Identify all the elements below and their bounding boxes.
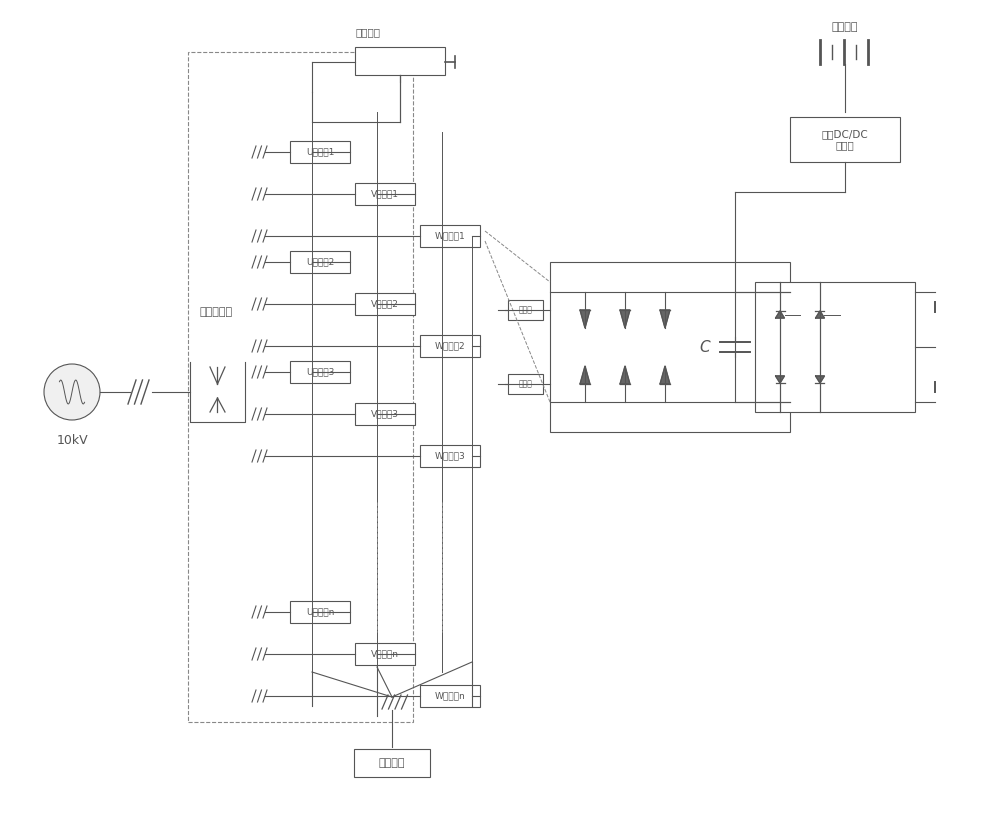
- Text: 双向DC/DC
变换器: 双向DC/DC 变换器: [822, 129, 868, 150]
- Text: U相单元2: U相单元2: [306, 257, 334, 266]
- Polygon shape: [776, 311, 784, 318]
- Text: C: C: [699, 339, 710, 354]
- Bar: [355, 183, 415, 205]
- Bar: [354, 749, 430, 777]
- Bar: [420, 685, 480, 707]
- Bar: [188, 52, 413, 722]
- Polygon shape: [776, 376, 784, 383]
- Circle shape: [44, 364, 100, 420]
- Bar: [420, 335, 480, 357]
- Polygon shape: [660, 366, 670, 384]
- Polygon shape: [620, 366, 630, 384]
- Text: 熔断器: 熔断器: [519, 306, 532, 315]
- Text: W相单元1: W相单元1: [435, 232, 465, 241]
- Text: 用户负载: 用户负载: [379, 758, 405, 768]
- Text: U相单元3: U相单元3: [306, 367, 334, 376]
- Bar: [290, 601, 350, 623]
- Bar: [508, 300, 543, 320]
- Bar: [420, 445, 480, 467]
- Bar: [755, 282, 915, 412]
- Bar: [790, 117, 900, 162]
- Bar: [355, 643, 415, 665]
- Polygon shape: [580, 366, 590, 384]
- Bar: [508, 374, 543, 394]
- Polygon shape: [620, 310, 630, 328]
- Text: V相单元n: V相单元n: [371, 649, 399, 658]
- Polygon shape: [580, 310, 590, 328]
- Text: 移相变压器: 移相变压器: [200, 307, 233, 317]
- Bar: [355, 293, 415, 315]
- Text: W相单元3: W相单元3: [435, 451, 465, 460]
- Polygon shape: [660, 310, 670, 328]
- Text: W相单元n: W相单元n: [435, 691, 465, 700]
- Bar: [290, 361, 350, 383]
- Text: V相单元2: V相单元2: [371, 299, 399, 308]
- Text: U相单元n: U相单元n: [306, 607, 334, 616]
- Bar: [420, 225, 480, 247]
- Bar: [355, 47, 445, 75]
- Bar: [355, 403, 415, 425]
- Text: 10kV: 10kV: [56, 434, 88, 447]
- Text: 熔断器: 熔断器: [519, 380, 532, 389]
- Polygon shape: [815, 376, 824, 383]
- Text: U相单元1: U相单元1: [306, 147, 334, 156]
- Text: V相单元3: V相单元3: [371, 409, 399, 418]
- Bar: [290, 251, 350, 273]
- Text: 滤波电感: 滤波电感: [355, 27, 380, 37]
- Bar: [290, 141, 350, 163]
- Text: W相单元2: W相单元2: [435, 341, 465, 350]
- Text: V相单元1: V相单元1: [371, 190, 399, 198]
- Bar: [550, 262, 790, 432]
- Text: 电池储能: 电池储能: [832, 22, 858, 32]
- Polygon shape: [815, 311, 824, 318]
